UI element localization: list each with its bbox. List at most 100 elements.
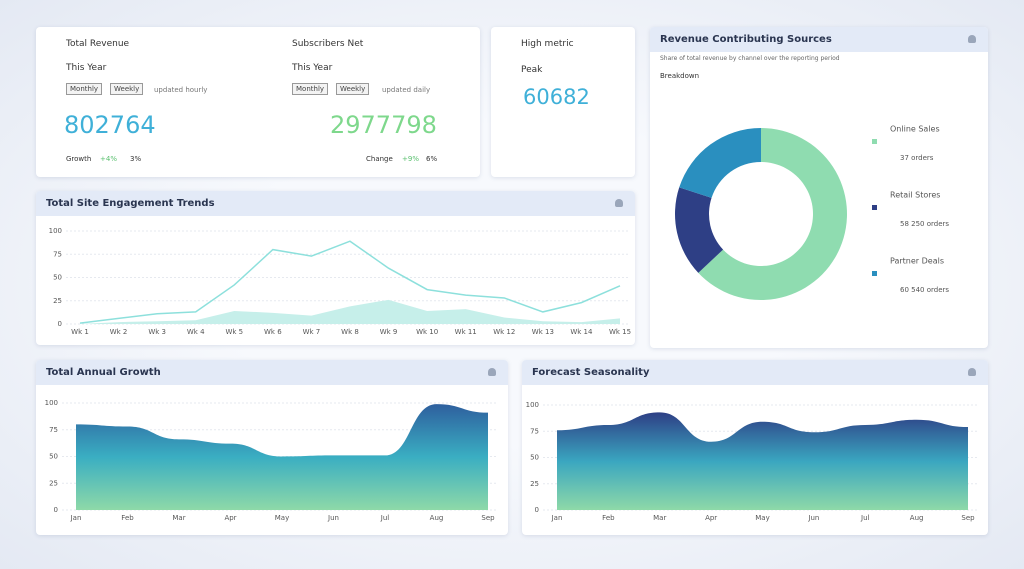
- x-tick-label: Wk 5: [225, 328, 243, 336]
- y-tick-label: 0: [54, 506, 58, 514]
- y-tick-label: 50: [49, 453, 58, 461]
- donut-segment: [698, 128, 847, 300]
- x-tick-label: Sep: [481, 514, 495, 522]
- y-tick-label: 25: [53, 297, 62, 305]
- legend-label: Online Sales: [890, 125, 940, 134]
- x-tick-label: Jul: [380, 514, 390, 522]
- kpi-value: 802764: [64, 111, 156, 139]
- y-tick-label: 100: [45, 399, 58, 407]
- kpi-footer: +4%: [100, 155, 117, 163]
- legend-label: Partner Deals: [890, 257, 944, 266]
- y-tick-label: 75: [530, 427, 539, 435]
- chart: 0 25 50 75 100 Jan Feb Mar Apr May Jun Jul Aug Sep: [45, 399, 498, 522]
- x-tick-label: Wk 14: [570, 328, 593, 336]
- x-tick-label: Apr: [224, 514, 236, 522]
- card-header: Total Site Engagement Trends: [36, 191, 635, 216]
- kpi-caption: updated daily: [382, 86, 431, 94]
- area-series: [557, 412, 968, 510]
- x-tick-label: Jan: [551, 514, 563, 522]
- x-tick-label: Wk 13: [532, 328, 554, 336]
- card-title: Revenue Contributing Sources: [660, 34, 832, 45]
- kpi-title: Subscribers Net: [292, 39, 364, 49]
- card-subtitle: Share of total revenue by channel over t…: [660, 55, 840, 62]
- kpi-card: Total Revenue This Year Monthly Weekly u…: [36, 27, 480, 177]
- kpi-footer: 6%: [426, 155, 438, 163]
- x-tick-label: Aug: [910, 514, 924, 522]
- x-tick-label: Aug: [430, 514, 444, 522]
- kpi-title: High metric: [521, 39, 574, 49]
- legend-marker: [872, 139, 877, 144]
- x-tick-label: Sep: [961, 514, 975, 522]
- x-tick-label: Feb: [602, 514, 615, 522]
- y-tick-label: 50: [53, 274, 62, 282]
- kpi-subtitle: This Year: [66, 63, 107, 73]
- x-tick-label: Wk 10: [416, 328, 438, 336]
- line-series: [79, 240, 621, 324]
- card-header: Total Annual Growth: [36, 360, 508, 385]
- donut-segment: [679, 128, 761, 198]
- x-tick-label: Wk 1: [71, 328, 89, 336]
- area-series: [80, 299, 620, 324]
- x-tick-label: Wk 2: [110, 328, 128, 336]
- card-title: Total Site Engagement Trends: [46, 198, 215, 209]
- chart: Online Sales 37 orders Retail Stores 58 250…: [675, 125, 949, 300]
- legend-detail: 37 orders: [900, 154, 934, 162]
- kpi-footer: Growth: [66, 155, 92, 163]
- y-tick-label: 25: [530, 480, 539, 488]
- area-card: Total Annual Growth 0 25 50 75 100 Jan Feb Mar A…: [36, 360, 508, 535]
- y-tick-label: 50: [530, 454, 539, 462]
- card-title: Forecast Seasonality: [532, 367, 650, 378]
- x-tick-label: Wk 6: [264, 328, 282, 336]
- toggle-button[interactable]: Monthly: [292, 83, 329, 95]
- y-tick-label: 0: [58, 320, 62, 328]
- kpi-card: High metric Peak 60682: [491, 27, 635, 177]
- card-header: Forecast Seasonality: [522, 360, 988, 385]
- x-tick-label: Wk 11: [455, 328, 477, 336]
- card-header: Revenue Contributing Sources: [650, 27, 988, 52]
- kpi-footer: Change: [366, 155, 393, 163]
- card-label: Breakdown: [660, 72, 700, 80]
- toggle-button[interactable]: Monthly: [66, 83, 103, 95]
- x-tick-label: Jul: [860, 514, 870, 522]
- x-tick-label: Mar: [172, 514, 185, 522]
- x-tick-label: Wk 4: [187, 328, 205, 336]
- x-tick-label: Feb: [121, 514, 134, 522]
- x-tick-label: Jun: [807, 514, 819, 522]
- x-tick-label: May: [755, 514, 769, 522]
- x-tick-label: Jan: [70, 514, 82, 522]
- legend-marker: [872, 271, 877, 276]
- x-tick-label: Apr: [705, 514, 717, 522]
- legend-marker: [872, 205, 877, 210]
- kpi-title: Total Revenue: [66, 39, 130, 49]
- x-tick-label: Wk 7: [303, 328, 321, 336]
- x-tick-label: Jun: [327, 514, 339, 522]
- x-tick-label: Wk 8: [341, 328, 359, 336]
- y-tick-label: 75: [49, 426, 58, 434]
- kpi-footer: +9%: [402, 155, 419, 163]
- chart: 0 25 50 75 100 Wk 1 Wk 2 Wk 3 Wk 4 Wk 5 Wk 6 Wk 7 Wk…: [49, 227, 631, 336]
- x-tick-label: Wk 3: [148, 328, 166, 336]
- toggle-button[interactable]: Weekly: [336, 83, 370, 95]
- x-tick-label: Wk 9: [380, 328, 398, 336]
- y-tick-label: 25: [49, 479, 58, 487]
- kpi-caption: updated hourly: [154, 86, 208, 94]
- x-tick-label: May: [275, 514, 289, 522]
- toggle-button[interactable]: Weekly: [110, 83, 144, 95]
- chart: 0 25 50 75 100 Jan Feb Mar Apr May Jun Jul Aug Sep: [526, 401, 978, 522]
- kpi-value: 2977798: [330, 111, 437, 139]
- x-tick-label: Wk 15: [609, 328, 631, 336]
- kpi-subtitle: Peak: [521, 65, 543, 75]
- legend-detail: 60 540 orders: [900, 286, 949, 294]
- legend-label: Retail Stores: [890, 191, 940, 200]
- y-tick-label: 0: [535, 506, 539, 514]
- kpi-footer: 3%: [130, 155, 142, 163]
- y-tick-label: 100: [526, 401, 539, 409]
- x-tick-label: Mar: [653, 514, 666, 522]
- x-tick-label: Wk 12: [493, 328, 515, 336]
- area-card: Forecast Seasonality 0 25 50 75 100 Jan Feb Mar…: [522, 360, 988, 535]
- line-card: Total Site Engagement Trends 0 25 50 75 100 W…: [36, 191, 635, 345]
- kpi-subtitle: This Year: [292, 63, 333, 73]
- y-tick-label: 100: [49, 227, 62, 235]
- area-series: [76, 404, 488, 510]
